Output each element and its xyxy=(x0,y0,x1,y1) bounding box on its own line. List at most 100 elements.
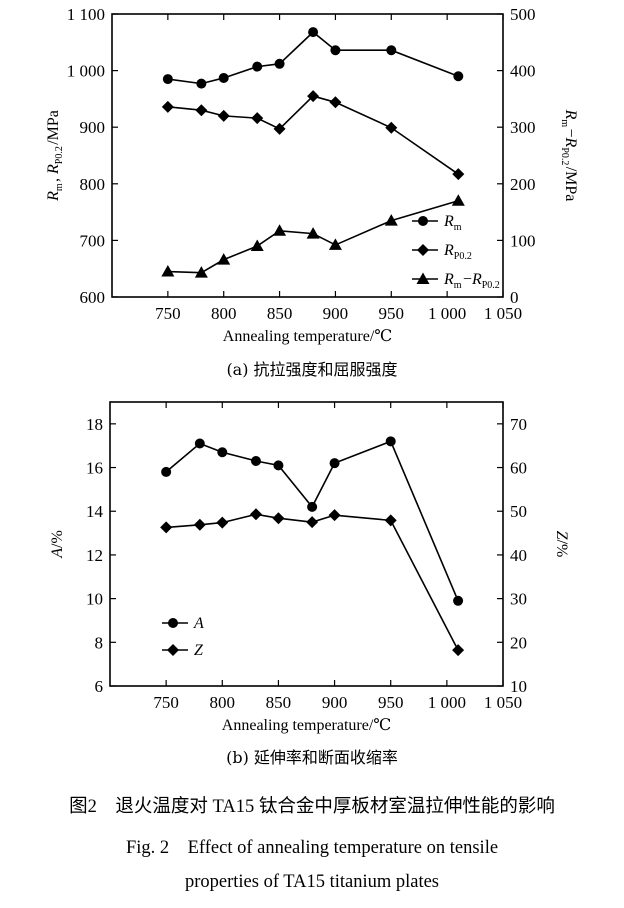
x-tick-label: 750 xyxy=(155,304,181,323)
y-right-tick-label: 20 xyxy=(510,633,527,652)
data-point-rm xyxy=(330,45,341,56)
data-point-rp0-2 xyxy=(329,96,342,109)
y-left-axis-title: A/% xyxy=(49,530,66,559)
data-point-z xyxy=(384,514,397,527)
data-point-rp0-2 xyxy=(161,100,174,113)
y-left-tick-label: 18 xyxy=(86,415,103,434)
y-right-tick-label: 10 xyxy=(510,677,527,696)
x-tick-label: 900 xyxy=(323,304,349,323)
data-point-a xyxy=(453,595,464,606)
data-point-rm-rp0-2 xyxy=(217,253,231,265)
plot-frame xyxy=(109,401,504,687)
y-right-tick-label: 30 xyxy=(510,590,527,609)
data-point-z xyxy=(452,644,465,657)
x-tick-label: 1 050 xyxy=(484,693,522,712)
series-line-rp0-2 xyxy=(167,95,459,175)
data-point-a xyxy=(250,455,261,466)
series-line-z xyxy=(166,513,459,651)
y-left-tick-label: 800 xyxy=(80,175,106,194)
legend-marker xyxy=(167,644,179,656)
data-point-z xyxy=(249,508,262,521)
y-left-tick-label: 16 xyxy=(86,459,103,478)
y-left-tick-label: 12 xyxy=(86,546,103,565)
y-right-tick-label: 50 xyxy=(510,502,527,521)
data-point-rm-rp0-2 xyxy=(451,194,465,206)
y-left-tick-label: 600 xyxy=(80,288,106,307)
x-tick-label: 900 xyxy=(322,693,348,712)
data-point-z xyxy=(193,518,206,531)
data-point-a xyxy=(273,460,284,471)
y-left-tick-label: 900 xyxy=(80,118,106,137)
data-point-rp0-2 xyxy=(195,104,208,117)
legend-label: Z xyxy=(194,642,204,659)
data-point-z xyxy=(272,512,285,525)
series-line-rm xyxy=(167,31,459,85)
data-point-rm-rp0-2 xyxy=(194,266,208,278)
y-right-tick-label: 500 xyxy=(510,5,536,24)
x-tick-label: 1 000 xyxy=(428,304,466,323)
data-point-a xyxy=(329,458,340,469)
y-right-tick-label: 40 xyxy=(510,546,527,565)
y-left-axis-title: Rm , RP0.2 /MPa xyxy=(45,110,65,202)
x-tick-label: 1 050 xyxy=(484,304,522,323)
subcaption-b: (b) 延伸率和断面收缩率 xyxy=(226,748,398,767)
y-left-tick-label: 8 xyxy=(95,633,104,652)
figure-caption-cn: 图2 退火温度对 TA15 钛合金中厚板材室温拉伸性能的影响 xyxy=(69,797,555,817)
data-point-rm xyxy=(453,71,464,82)
legend-marker xyxy=(416,272,430,284)
x-tick-label: 950 xyxy=(378,693,404,712)
data-point-rp0-2 xyxy=(385,121,398,134)
chart-panel-b: 750 800 850 900 950 1 000 1 050 6 8 10 12 14 16 18 10 2… xyxy=(49,401,570,734)
subcaption-a: (a) 抗拉强度和屈服强度 xyxy=(226,360,398,379)
data-point-rm xyxy=(386,45,397,56)
data-point-a xyxy=(194,438,205,449)
data-point-rm-rp0-2 xyxy=(161,265,175,277)
x-tick-label: 750 xyxy=(153,693,179,712)
y-left-tick-label: 1 000 xyxy=(67,62,105,81)
data-point-a xyxy=(217,447,228,458)
y-right-tick-label: 100 xyxy=(510,231,536,250)
x-tick-label: 1 000 xyxy=(428,693,466,712)
data-point-z xyxy=(160,521,173,534)
y-right-tick-label: 300 xyxy=(510,118,536,137)
data-point-rm-rp0-2 xyxy=(306,227,320,239)
y-left-tick-label: 1 100 xyxy=(67,5,105,24)
x-tick-label: 800 xyxy=(211,304,237,323)
data-point-rm-rp0-2 xyxy=(328,238,342,250)
legend-label: RP0.2 xyxy=(443,242,473,262)
y-right-tick-label: 60 xyxy=(510,459,527,478)
data-point-rm-rp0-2 xyxy=(384,214,398,226)
data-point-rm xyxy=(162,74,173,85)
data-point-rm xyxy=(218,72,229,83)
x-tick-label: 800 xyxy=(210,693,236,712)
legend-label: Rm xyxy=(443,213,463,233)
data-point-z xyxy=(216,516,229,529)
y-right-axis-title: Rm −RP0.2 /MPa xyxy=(559,109,579,202)
data-point-rp0-2 xyxy=(307,90,320,103)
legend-label: Rm −RP0.2 xyxy=(443,271,501,291)
x-tick-label: 850 xyxy=(266,693,292,712)
data-point-rp0-2 xyxy=(251,112,264,125)
data-point-rp0-2 xyxy=(452,168,465,181)
y-right-tick-label: 70 xyxy=(510,415,527,434)
x-axis-title: Annealing temperature/℃ xyxy=(223,328,392,345)
data-point-z xyxy=(328,509,341,522)
y-left-tick-label: 700 xyxy=(80,231,106,250)
data-point-rm xyxy=(274,58,285,69)
plot-frame xyxy=(111,13,504,298)
y-left-tick-label: 6 xyxy=(95,677,104,696)
data-point-rm-rp0-2 xyxy=(250,239,264,252)
y-right-axis-title: Z/% xyxy=(553,531,570,558)
x-tick-label: 850 xyxy=(267,304,293,323)
data-point-rm xyxy=(252,61,263,72)
legend-marker xyxy=(168,618,178,628)
legend-marker xyxy=(417,244,429,256)
data-point-a xyxy=(385,436,396,447)
chart-panel-a: 750 800 850 900 950 1 000 1 050 600 700 800 900 1 0… xyxy=(45,5,579,345)
data-point-a xyxy=(161,466,172,477)
figure-caption-en-2: properties of TA15 titanium plates xyxy=(184,872,440,892)
figure-caption-en-1: Fig. 2 Effect of annealing temperature o… xyxy=(125,838,499,858)
legend-label: A xyxy=(193,615,204,632)
